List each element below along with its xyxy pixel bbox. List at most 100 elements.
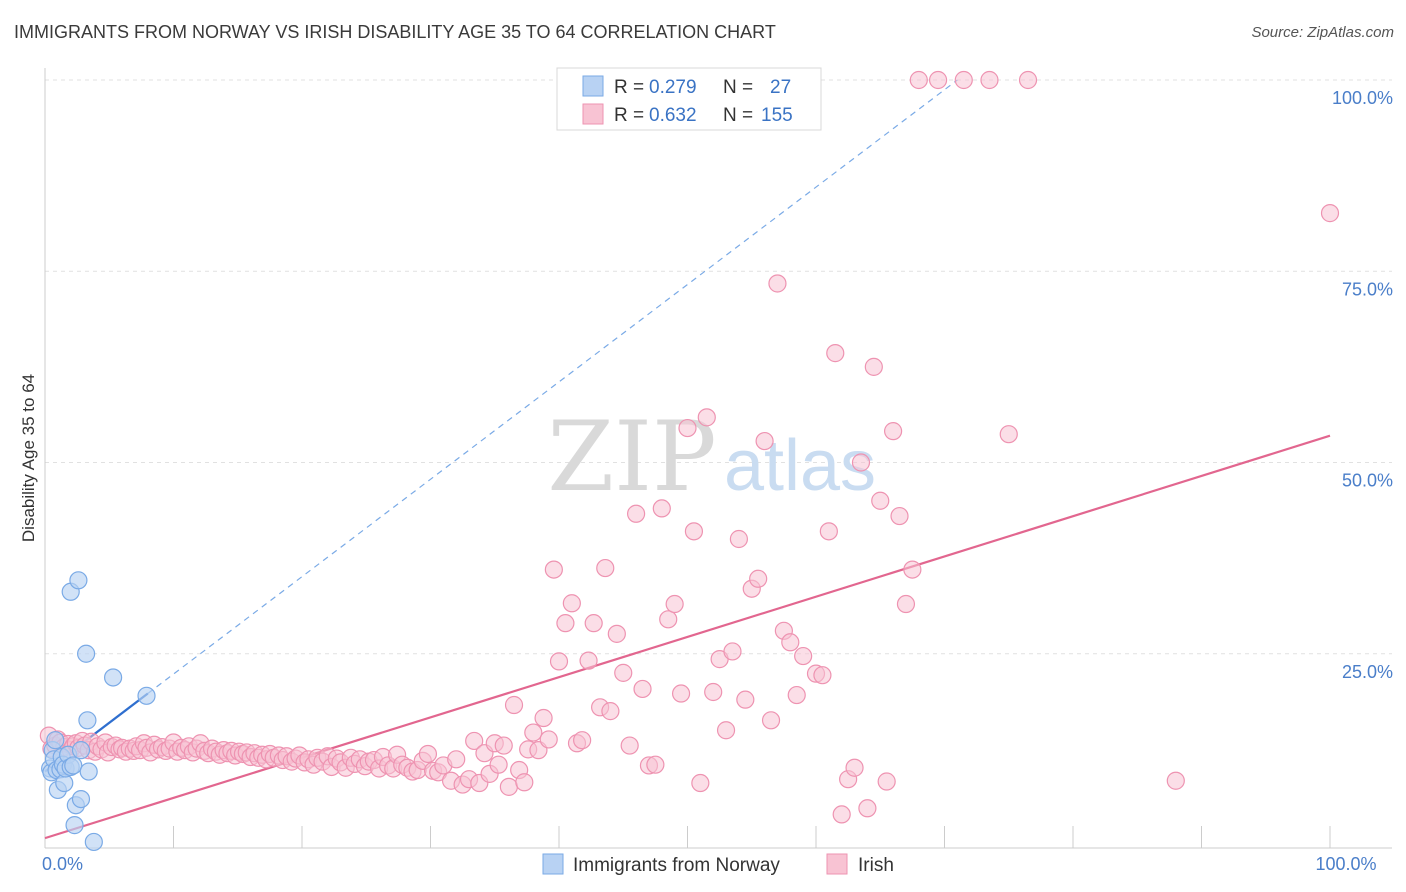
irish-points	[39, 70, 1340, 824]
irish-point	[813, 666, 832, 685]
irish-point	[465, 731, 484, 751]
irish-point	[794, 646, 813, 666]
bottom-legend-norway-swatch	[542, 853, 564, 875]
irish-point	[614, 663, 633, 682]
irish-point	[761, 711, 781, 730]
norway-point	[65, 816, 84, 835]
legend-norway-r-label: R =	[614, 77, 644, 98]
norway-point	[77, 644, 96, 663]
irish-point	[749, 569, 768, 588]
irish-point	[633, 679, 652, 699]
legend-norway-swatch	[582, 75, 604, 97]
legend-norway-r-value: 0.279	[649, 77, 697, 98]
norway-point	[137, 686, 156, 705]
irish-point	[544, 560, 563, 579]
irish-point	[704, 682, 723, 702]
irish-point	[659, 610, 678, 629]
irish-point	[494, 736, 513, 755]
irish-point	[864, 357, 883, 376]
irish-point	[601, 702, 620, 721]
irish-point	[781, 633, 800, 652]
x-tick-label: 100.0%	[1315, 854, 1376, 874]
tick-labels: 25.0% 50.0% 75.0% 100.0% 0.0% 100.0%	[42, 88, 1393, 874]
irish-point	[980, 70, 999, 90]
irish-point	[787, 685, 806, 705]
irish-point	[697, 408, 716, 427]
irish-point	[447, 750, 466, 769]
irish-point	[684, 522, 704, 541]
irish-point	[418, 744, 438, 764]
irish-point	[877, 772, 896, 791]
bottom-legend-norway-label: Immigrants from Norway	[573, 855, 780, 876]
source-label: Source: ZipAtlas.com	[1251, 24, 1394, 41]
legend-irish-n-value: 155	[761, 105, 793, 126]
y-tick-label: 50.0%	[1342, 471, 1393, 491]
axes	[44, 68, 1392, 849]
irish-point	[515, 773, 534, 792]
y-axis-label: Disability Age 35 to 64	[19, 374, 38, 542]
legend-norway-n-label: N =	[723, 77, 753, 98]
irish-point	[646, 755, 665, 774]
chart-title: IMMIGRANTS FROM NORWAY VS IRISH DISABILI…	[14, 22, 776, 42]
irish-point	[928, 70, 948, 90]
norway-point	[69, 571, 88, 590]
irish-point	[736, 690, 755, 709]
norway-trend-dashed	[147, 79, 958, 695]
correlation-legend: R = 0.279 N = 27 R = 0.632 N = 155	[556, 67, 822, 131]
irish-trend-line	[44, 434, 1331, 840]
bottom-legend-irish-swatch	[826, 853, 848, 875]
irish-point	[678, 418, 697, 438]
irish-point	[903, 560, 922, 579]
series-legend: Immigrants from Norway Irish	[542, 853, 894, 876]
irish-point	[954, 70, 973, 90]
y-tick-label: 75.0%	[1342, 279, 1393, 299]
irish-point	[499, 777, 518, 796]
irish-point	[1166, 771, 1185, 790]
irish-point	[851, 453, 871, 472]
irish-point	[729, 529, 749, 549]
bottom-legend-irish-label: Irish	[858, 855, 894, 876]
irish-point	[826, 344, 845, 363]
grid-lines	[45, 79, 1392, 655]
irish-point	[723, 642, 742, 661]
irish-point	[896, 594, 916, 614]
watermark-atlas: atlas	[724, 426, 876, 506]
irish-point	[556, 614, 575, 633]
irish-point	[549, 652, 569, 671]
watermark: ZIP atlas	[547, 401, 876, 513]
norway-point	[104, 668, 123, 687]
irish-point	[665, 594, 684, 614]
irish-point	[832, 805, 851, 824]
irish-point	[819, 522, 838, 541]
irish-point	[768, 274, 787, 293]
irish-point	[871, 491, 890, 510]
irish-point	[504, 695, 524, 715]
irish-point	[562, 594, 581, 613]
irish-point	[716, 721, 736, 740]
irish-point	[620, 736, 639, 755]
irish-point	[489, 755, 508, 774]
irish-point	[755, 431, 774, 451]
irish-point	[1018, 70, 1038, 90]
norway-point	[84, 832, 103, 852]
legend-irish-swatch	[582, 103, 604, 125]
irish-point	[579, 651, 598, 670]
x-tick-label: 0.0%	[42, 854, 83, 874]
norway-point	[64, 756, 83, 775]
norway-point	[78, 711, 97, 730]
irish-point	[573, 731, 592, 750]
irish-point	[909, 70, 928, 90]
irish-point	[539, 730, 558, 749]
irish-point	[607, 624, 626, 643]
irish-point	[890, 506, 909, 526]
norway-points	[41, 571, 156, 852]
irish-point	[845, 758, 864, 777]
watermark-zip: ZIP	[547, 401, 716, 513]
irish-point	[858, 799, 877, 818]
legend-irish-n-label: N =	[723, 105, 753, 126]
norway-point	[71, 741, 91, 760]
legend-norway-n-value: 27	[770, 77, 791, 98]
irish-point	[626, 504, 646, 523]
y-tick-label: 100.0%	[1332, 88, 1393, 108]
irish-point	[691, 773, 710, 793]
